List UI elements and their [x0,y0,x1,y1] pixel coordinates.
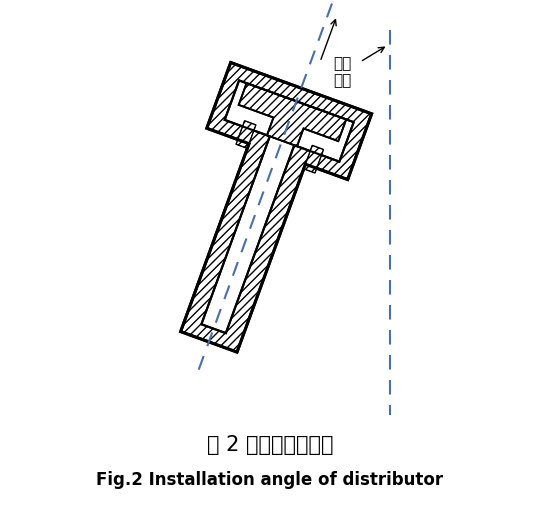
Polygon shape [181,63,372,352]
Polygon shape [304,145,324,173]
Text: 图 2 分配器安装角度: 图 2 分配器安装角度 [207,435,333,455]
Text: Fig.2 Installation angle of distributor: Fig.2 Installation angle of distributor [96,471,444,489]
Polygon shape [239,83,346,146]
Polygon shape [201,80,354,333]
Text: 安装
角度: 安装 角度 [333,56,351,88]
Polygon shape [236,121,256,149]
